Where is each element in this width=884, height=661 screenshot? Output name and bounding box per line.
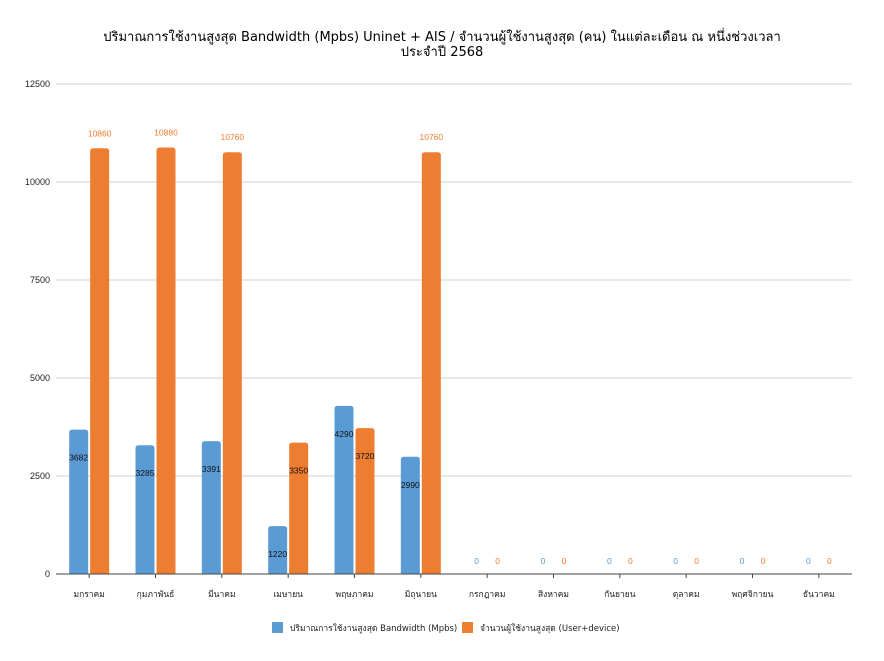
legend-swatch-users (462, 622, 473, 633)
x-tick-label: มกราคม (73, 590, 104, 600)
x-tick-label: สิงหาคม (538, 590, 569, 600)
bar-bandwidth (400, 456, 420, 574)
data-label: 0 (607, 556, 612, 566)
bar-users (421, 152, 441, 574)
y-tick-label: 10000 (25, 177, 50, 187)
x-tick-label: มีนาคม (208, 589, 235, 600)
y-tick-label: 7500 (30, 275, 50, 285)
data-label: 0 (761, 556, 766, 566)
data-label: 3391 (202, 464, 221, 474)
legend-swatch-bandwidth (272, 622, 283, 633)
data-label: 3682 (69, 453, 88, 463)
x-tick-label: กุมภาพันธ์ (137, 589, 175, 600)
data-label: 3720 (356, 451, 375, 461)
data-label: 0 (806, 556, 811, 566)
data-label: 10880 (154, 128, 178, 138)
bar-bandwidth (135, 445, 155, 574)
x-tick-label: พฤศจิกายน (732, 590, 774, 600)
x-tick-label: มิถุนายน (405, 590, 437, 600)
data-label: 0 (495, 556, 500, 566)
bar-users (355, 428, 375, 574)
y-axis-ticks: 0 2500 5000 7500 10000 12500 (25, 79, 50, 579)
x-tick-label: ตุลาคม (673, 590, 700, 600)
legend-label-bandwidth: ปริมาณการใช้งานสูงสุด Bandwidth (Mpbs) (290, 623, 457, 634)
data-label: 0 (562, 556, 567, 566)
gridlines (56, 83, 852, 477)
y-tick-label: 12500 (25, 79, 50, 89)
legend-label-users: จำนวนผู้ใช้งานสูงสุด (User+device) (480, 623, 620, 634)
legend: ปริมาณการใช้งานสูงสุด Bandwidth (Mpbs) จ… (272, 622, 620, 634)
bar-users (289, 442, 309, 574)
data-labels: 3682 10860 3285 10880 3391 10760 1220 3350 4290 3… (69, 128, 832, 566)
bar-users (90, 148, 110, 574)
bar-bandwidth (69, 429, 89, 574)
chart-title-line2: ประจำปี 2568 (401, 44, 484, 60)
data-label: 0 (541, 556, 546, 566)
bar-bandwidth (334, 405, 354, 574)
y-tick-label: 2500 (30, 471, 50, 481)
x-tick-label: กรกฎาคม (469, 590, 506, 600)
data-label: 0 (740, 556, 745, 566)
data-label: 10760 (221, 132, 245, 142)
data-label: 4290 (335, 429, 354, 439)
data-label: 3350 (289, 466, 308, 476)
data-label: 10760 (420, 132, 444, 142)
data-label: 0 (474, 556, 479, 566)
bar-users (156, 147, 176, 574)
data-label: 0 (694, 556, 699, 566)
y-tick-label: 0 (45, 569, 50, 579)
x-tick-label: พฤษภาคม (335, 590, 373, 600)
data-label: 3285 (136, 468, 155, 478)
data-label: 0 (628, 556, 633, 566)
x-axis: มกราคม กุมภาพันธ์ มีนาคม เมษายน พฤษภาคม มิถุน… (56, 573, 852, 600)
data-label: 0 (827, 556, 832, 566)
x-tick-label: กันยายน (604, 590, 636, 600)
chart-title: ปริมาณการใช้งานสูงสุด Bandwidth (Mpbs) U… (103, 28, 781, 45)
data-label: 1220 (268, 549, 287, 559)
data-label: 2990 (401, 480, 420, 490)
data-label: 10860 (88, 128, 112, 138)
x-tick-label: เมษายน (273, 590, 303, 600)
data-label: 0 (673, 556, 678, 566)
bar-users (222, 152, 242, 574)
bar-bandwidth (268, 526, 288, 574)
x-tick-label: ธันวาคม (803, 590, 835, 600)
bar-bandwidth (201, 441, 221, 574)
bars (69, 147, 441, 574)
y-tick-label: 5000 (30, 373, 50, 383)
